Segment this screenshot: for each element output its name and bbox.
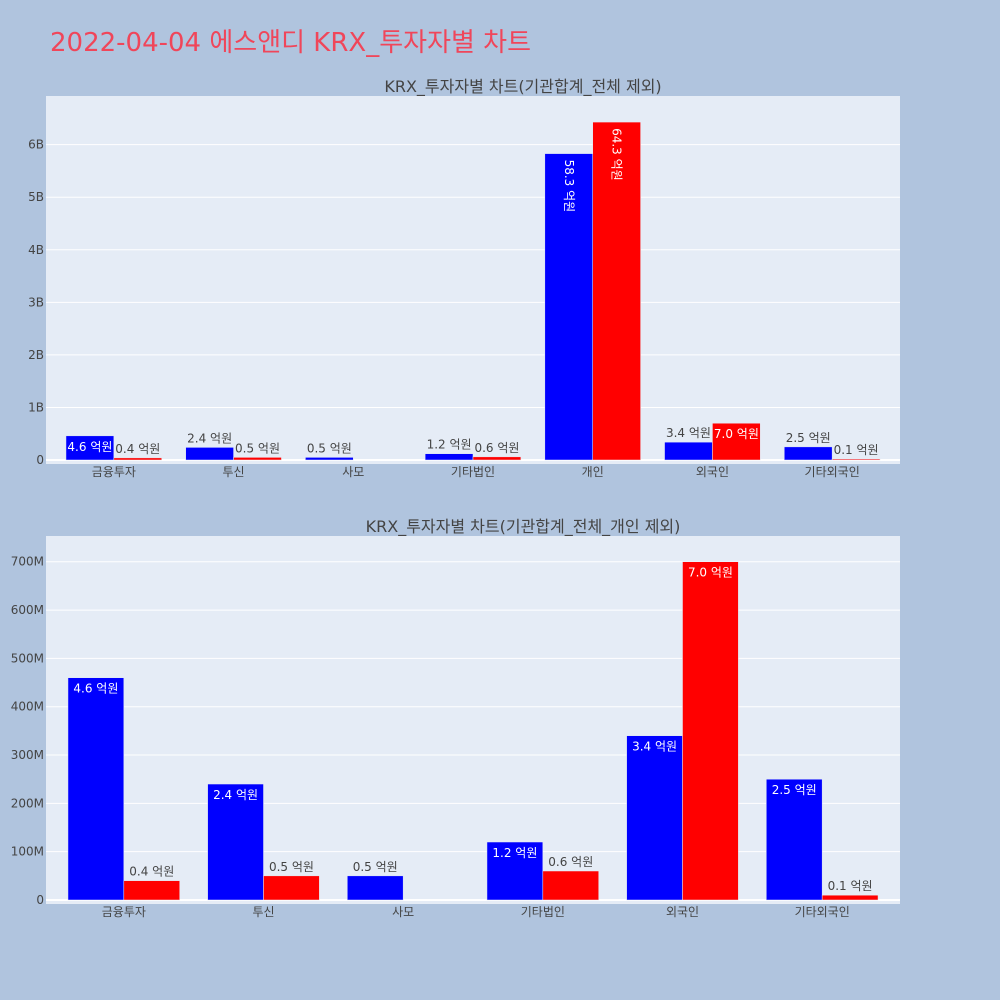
bar-label: 0.5 억원 — [353, 860, 398, 874]
bar-label: 1.2 억원 — [427, 438, 472, 452]
bar — [424, 453, 474, 461]
bar-label: 7.0 억원 — [688, 566, 733, 580]
y-tick-label: 0 — [36, 453, 44, 467]
x-tick-label: 금융투자 — [92, 465, 136, 479]
bar-label: 64.3 억원 — [610, 128, 624, 181]
bar — [185, 447, 234, 461]
x-tick-label: 기타법인 — [521, 905, 565, 919]
chart-title: KRX_투자자별 차트(기관합계_전체_개인 제외) — [366, 517, 681, 537]
y-tick-label: 5B — [28, 190, 44, 204]
bar — [113, 457, 162, 461]
bar — [347, 875, 404, 901]
y-tick-label: 400M — [11, 700, 44, 714]
bar-label: 0.5 억원 — [307, 441, 352, 455]
y-tick-label: 500M — [11, 651, 44, 665]
bar-label: 0.4 억원 — [129, 865, 174, 879]
x-tick-label: 금융투자 — [102, 905, 146, 919]
bar — [766, 778, 823, 901]
x-tick-label: 투신 — [252, 905, 274, 919]
y-tick-label: 100M — [11, 845, 44, 859]
bar — [207, 783, 264, 901]
x-tick-label: 사모 — [392, 905, 414, 919]
bar — [682, 561, 739, 901]
bar-label: 0.5 억원 — [269, 860, 314, 874]
y-tick-label: 6B — [28, 138, 44, 152]
bar — [233, 457, 282, 461]
bar-label: 2.5 억원 — [786, 431, 831, 445]
bar-label: 0.4 억원 — [115, 442, 160, 456]
chart-title: KRX_투자자별 차트(기관합계_전체 제외) — [384, 77, 661, 97]
x-tick-label: 기타외국인 — [795, 905, 850, 919]
x-tick-label: 투신 — [223, 465, 245, 479]
y-tick-label: 200M — [11, 796, 44, 810]
bar — [664, 441, 713, 461]
bar-label: 58.3 억원 — [562, 160, 576, 213]
bar — [784, 446, 833, 461]
x-tick-label: 외국인 — [696, 465, 729, 479]
bar — [123, 880, 180, 901]
x-tick-label: 사모 — [342, 465, 364, 479]
plot-area — [46, 536, 900, 904]
y-tick-label: 300M — [11, 748, 44, 762]
y-tick-label: 600M — [11, 603, 44, 617]
x-tick-label: 기타외국인 — [805, 465, 860, 479]
bar — [831, 458, 881, 461]
x-tick-label: 외국인 — [666, 905, 699, 919]
bar-label: 7.0 억원 — [714, 427, 759, 441]
bar — [486, 841, 544, 901]
bar — [626, 735, 683, 901]
bar — [544, 153, 593, 461]
y-tick-label: 700M — [11, 555, 44, 569]
x-tick-label: 개인 — [582, 465, 604, 479]
bar — [67, 677, 125, 901]
plot-area — [46, 96, 900, 464]
bar — [263, 875, 320, 901]
bar — [592, 121, 641, 461]
bar-label: 0.1 억원 — [828, 879, 873, 893]
bar-label: 2.4 억원 — [213, 788, 258, 802]
y-tick-label: 4B — [28, 243, 44, 257]
bar-label: 2.5 억원 — [772, 783, 817, 797]
bar-label: 2.4 억원 — [187, 431, 232, 445]
y-tick-label: 3B — [28, 295, 44, 309]
bar-label: 0.1 억원 — [834, 443, 879, 457]
bar-label: 1.2 억원 — [492, 846, 537, 860]
bar-label: 4.6 억원 — [73, 682, 118, 696]
bar — [821, 894, 879, 901]
y-tick-label: 1B — [28, 400, 44, 414]
y-tick-label: 2B — [28, 348, 44, 362]
chart-top: KRX_투자자별 차트(기관합계_전체 제외) 0 1B 2B 3B 4B 5B 6B 금융투자… — [28, 77, 900, 479]
bar — [542, 870, 599, 901]
bar-label: 4.6 억원 — [67, 440, 112, 454]
bar-label: 0.5 억원 — [235, 441, 280, 455]
bar-label: 0.6 억원 — [474, 441, 519, 455]
bar — [472, 456, 522, 461]
chart-bottom: KRX_투자자별 차트(기관합계_전체_개인 제외) 0 100M 200M 300M 4… — [11, 517, 900, 919]
bar — [712, 422, 761, 461]
bar — [65, 435, 115, 461]
bar — [305, 457, 354, 461]
y-tick-label: 0 — [36, 893, 44, 907]
page-title: 2022-04-04 에스앤디 KRX_투자자별 차트 — [50, 28, 532, 58]
bar-label: 3.4 억원 — [632, 740, 677, 754]
x-tick-label: 기타법인 — [451, 465, 495, 479]
bar-label: 0.6 억원 — [548, 855, 593, 869]
bar-label: 3.4 억원 — [666, 426, 711, 440]
